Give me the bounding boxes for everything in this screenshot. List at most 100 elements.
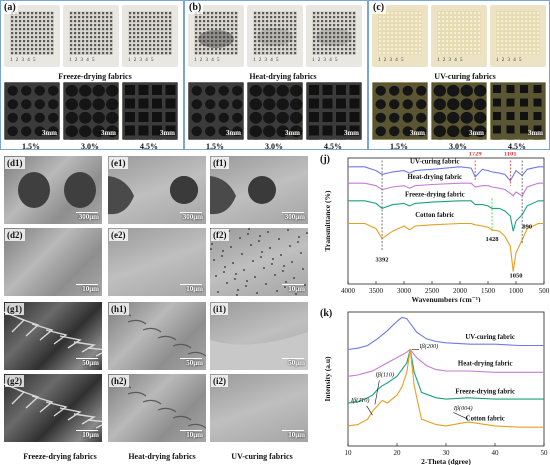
sem-panel-label: (f1) bbox=[211, 157, 229, 169]
panel-label-b: (b) bbox=[187, 2, 204, 14]
sem-scale-label: 50μm bbox=[186, 359, 203, 367]
xrd-annotation-arrow bbox=[366, 405, 373, 416]
xrd-series-line bbox=[347, 349, 544, 428]
sem-panel-label: (g2) bbox=[5, 375, 24, 387]
sem-scale-label: 300μm bbox=[284, 213, 305, 221]
caption-bottom-heat: Heat-drying fabrics bbox=[128, 452, 196, 461]
sem-image: (e2) 10μm bbox=[108, 228, 206, 296]
ruler-marks: 1 2 3 4 5 bbox=[10, 58, 37, 63]
concentration-label: 1.5% bbox=[206, 142, 224, 151]
ftir-y-axis-title: Transmittance (%) bbox=[323, 190, 332, 251]
concentration-label: 3.0% bbox=[265, 142, 283, 151]
sem-panel-label: (d2) bbox=[5, 229, 25, 241]
caption-uv-curing: UV-curing fabrics bbox=[434, 72, 496, 81]
sem-image: (g1) 50μm bbox=[4, 302, 102, 370]
ftir-series-label: Heat-drying fabric bbox=[408, 174, 463, 181]
ftir-peak-label: 890 bbox=[522, 224, 532, 231]
xrd-x-tick-label: 20 bbox=[394, 449, 402, 457]
sem-panel-label: (i2) bbox=[211, 375, 228, 387]
fabric-photo: 1 2 3 4 5 bbox=[122, 5, 178, 67]
sem-panel-label: (f2) bbox=[211, 229, 229, 241]
sem-scale-label: 10μm bbox=[82, 431, 99, 439]
xrd-series-line bbox=[347, 349, 544, 404]
sem-scale-bar bbox=[76, 284, 98, 285]
caption-freeze-drying: Freeze-drying fabrics bbox=[58, 72, 132, 81]
sem-panel-label: (h2) bbox=[109, 375, 129, 387]
fabric-closeup: 3mm bbox=[63, 82, 119, 140]
ftir-panel-label: (j) bbox=[320, 154, 330, 165]
xrd-peak-label: Iβ(1̄10) bbox=[350, 397, 369, 404]
ruler-marks: 1 2 3 4 5 bbox=[69, 58, 96, 63]
fabric-photo: 1 2 3 4 5 bbox=[4, 5, 60, 67]
panel-a-frame bbox=[0, 0, 184, 150]
concentration-label: 1.5% bbox=[22, 142, 40, 151]
panel-b-frame bbox=[184, 0, 368, 150]
xrd-x-axis-title: 2-Theta (dgree) bbox=[421, 457, 471, 465]
ftir-series-line bbox=[348, 182, 544, 197]
fabric-photo: 1 2 3 4 5 bbox=[247, 5, 303, 67]
sem-scale-bar bbox=[76, 358, 98, 359]
ftir-peak-label: 1050 bbox=[510, 273, 523, 280]
sem-scale-bar bbox=[180, 430, 202, 431]
xrd-y-axis-title: Intensity (a.u) bbox=[323, 356, 332, 402]
sem-panel-label: (e2) bbox=[109, 229, 128, 241]
scale-label: 3mm bbox=[409, 129, 425, 137]
sem-scale-label: 10μm bbox=[82, 285, 99, 293]
xrd-series-line bbox=[347, 316, 544, 351]
scale-label: 3mm bbox=[225, 129, 241, 137]
scale-label: 3mm bbox=[41, 129, 57, 137]
sem-scale-label: 50μm bbox=[82, 359, 99, 367]
panel-label-a: (a) bbox=[2, 2, 18, 14]
sem-image: (d1) 300μm bbox=[4, 156, 102, 224]
fabric-closeup: 3mm bbox=[188, 82, 244, 140]
sem-image: (i2) 10μm bbox=[210, 374, 308, 442]
ftir-series-label: UV-curing fabric bbox=[410, 159, 460, 166]
ruler-marks: 1 2 3 4 5 bbox=[194, 58, 221, 63]
fabric-photo: 1 2 3 4 5 bbox=[490, 5, 546, 67]
concentration-label: 4.5% bbox=[324, 142, 342, 151]
scale-label: 3mm bbox=[159, 129, 175, 137]
sem-image: (f2) 10μm bbox=[210, 228, 308, 296]
concentration-label: 3.0% bbox=[81, 142, 99, 151]
sem-scale-bar bbox=[282, 284, 304, 285]
sem-scale-bar bbox=[282, 212, 304, 213]
ftir-x-axis-title: Wavenumbers (cm⁻¹) bbox=[412, 295, 481, 302]
sem-scale-label: 50μm bbox=[288, 359, 305, 367]
fabric-photo: 1 2 3 4 5 bbox=[431, 5, 487, 67]
sem-scale-label: 10μm bbox=[186, 431, 203, 439]
sem-image: (h1) 50μm bbox=[108, 302, 206, 370]
fabric-photo: 1 2 3 4 5 bbox=[63, 5, 119, 67]
xrd-x-tick-label: 40 bbox=[492, 449, 500, 457]
ftir-x-tick-label: 4000 bbox=[341, 287, 356, 295]
ftir-x-tick-label: 1000 bbox=[509, 287, 524, 295]
sem-scale-bar bbox=[282, 358, 304, 359]
fabric-photo: 1 2 3 4 5 bbox=[306, 5, 362, 67]
scale-label: 3mm bbox=[100, 129, 116, 137]
fabric-closeup: 3mm bbox=[490, 82, 546, 140]
sem-image: (h2) 10μm bbox=[108, 374, 206, 442]
panel-label-c: (c) bbox=[371, 2, 387, 14]
xrd-series-label: Heat-drying fabric bbox=[458, 361, 513, 368]
sem-scale-bar bbox=[282, 430, 304, 431]
fabric-closeup: 3mm bbox=[247, 82, 303, 140]
xrd-x-tick-label: 30 bbox=[443, 449, 451, 457]
xrd-x-tick-label: 50 bbox=[541, 449, 549, 457]
ruler-marks: 1 2 3 4 5 bbox=[312, 58, 339, 63]
sem-scale-bar bbox=[76, 212, 98, 213]
ftir-peak-label: 3392 bbox=[376, 256, 389, 263]
ftir-x-tick-label: 500 bbox=[539, 287, 550, 295]
concentration-label: 1.5% bbox=[390, 142, 408, 151]
sem-scale-bar bbox=[180, 212, 202, 213]
fabric-photo: 1 2 3 4 5 bbox=[372, 5, 428, 67]
concentration-label: 4.5% bbox=[508, 142, 526, 151]
scale-label: 3mm bbox=[284, 129, 300, 137]
ftir-plot-frame bbox=[347, 157, 545, 285]
scale-label: 3mm bbox=[527, 129, 543, 137]
ftir-peak-label: 1101 bbox=[504, 152, 517, 157]
concentration-label: 4.5% bbox=[140, 142, 158, 151]
ftir-peak-label: 1428 bbox=[486, 236, 500, 243]
sem-image: (e1) 300μm bbox=[108, 156, 206, 224]
ruler-marks: 1 2 3 4 5 bbox=[437, 58, 464, 63]
sem-image: (d2) 10μm bbox=[4, 228, 102, 296]
sem-image: (f1) 300μm bbox=[210, 156, 308, 224]
